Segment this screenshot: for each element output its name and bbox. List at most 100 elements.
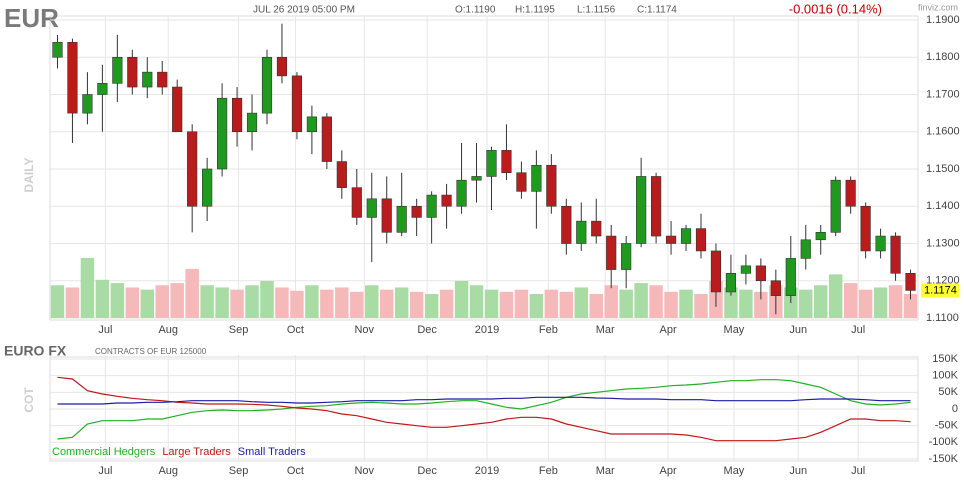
volume-bar bbox=[335, 287, 349, 318]
candle-body bbox=[740, 265, 751, 274]
volume-bar bbox=[499, 291, 514, 318]
price-frame bbox=[49, 15, 919, 321]
x-tick-label: 2019 bbox=[475, 324, 499, 336]
candle-body bbox=[845, 179, 856, 207]
candle-body bbox=[411, 205, 422, 218]
candle-body bbox=[246, 112, 258, 133]
y-tick-label: 1.1300 bbox=[926, 237, 960, 249]
candle-body bbox=[142, 71, 153, 88]
volume-bar bbox=[365, 285, 379, 318]
candle-body bbox=[680, 228, 692, 244]
volume-bar bbox=[754, 291, 768, 318]
candle-body bbox=[561, 205, 572, 244]
candle-body bbox=[172, 86, 183, 133]
candle-body bbox=[755, 265, 766, 282]
volume-bar bbox=[215, 287, 229, 318]
volume-bar bbox=[65, 287, 80, 318]
volume-bar bbox=[619, 289, 633, 318]
candle-body bbox=[875, 235, 886, 252]
cot-line bbox=[57, 376, 911, 442]
volume-bar bbox=[813, 285, 828, 318]
candle-body bbox=[830, 179, 841, 233]
volume-bar bbox=[574, 287, 589, 318]
x-tick-label: Sep bbox=[229, 324, 249, 336]
x-tick-label: Dec bbox=[417, 324, 437, 336]
candle-body bbox=[366, 198, 377, 218]
candle-body bbox=[665, 235, 677, 244]
candle-body bbox=[591, 220, 602, 237]
logo[interactable]: finviz.com bbox=[918, 2, 958, 12]
volume-bar bbox=[394, 287, 409, 318]
x-tick-label: Jul bbox=[851, 324, 865, 336]
volume-bar bbox=[469, 285, 484, 318]
y-tick-label: 100K bbox=[932, 370, 958, 382]
candle-body bbox=[770, 280, 781, 296]
x-tick-label: Jun bbox=[789, 465, 807, 477]
volume-bar bbox=[724, 287, 738, 318]
volume-bar bbox=[439, 289, 454, 318]
candle-body bbox=[426, 194, 437, 218]
y-tick-label: 50K bbox=[938, 386, 958, 398]
candle-body bbox=[321, 116, 332, 162]
x-tick-label: Aug bbox=[158, 465, 178, 477]
candle-body bbox=[486, 150, 497, 177]
legend-entry: Small Traders bbox=[238, 446, 306, 458]
x-tick-label: Oct bbox=[287, 465, 304, 477]
y-tick-label: 1.1100 bbox=[926, 312, 959, 324]
close: C:1.1174 bbox=[637, 5, 677, 16]
volume-bar bbox=[95, 279, 110, 318]
x-tick-label: Mar bbox=[596, 324, 615, 336]
candle-body bbox=[202, 168, 213, 207]
volume-bar bbox=[260, 280, 274, 318]
price-tag-bg bbox=[921, 283, 959, 298]
x-tick-label: Sep bbox=[229, 465, 249, 477]
x-tick-label: Feb bbox=[539, 465, 558, 477]
candle-body bbox=[531, 164, 542, 192]
x-tick-label: Jul bbox=[98, 324, 112, 336]
volume-bar bbox=[230, 289, 244, 318]
legend-entry: Commercial Hedgers bbox=[52, 446, 156, 458]
volume-bar bbox=[529, 294, 544, 318]
candle-body bbox=[306, 116, 317, 133]
x-tick-label: Dec bbox=[417, 465, 437, 477]
volume-bar bbox=[544, 289, 559, 318]
volume-bar bbox=[305, 285, 319, 318]
candle-body bbox=[157, 71, 168, 88]
y-tick-label: -50K bbox=[935, 420, 959, 432]
candle-body bbox=[396, 205, 407, 233]
candle-body bbox=[82, 94, 93, 114]
volume-bar bbox=[125, 287, 140, 318]
volume-bar bbox=[80, 258, 95, 318]
volume-bar bbox=[589, 294, 603, 318]
volume-bar bbox=[514, 289, 529, 318]
cot-line bbox=[57, 396, 911, 405]
candle-body bbox=[67, 42, 78, 114]
x-tick-label: Jul bbox=[98, 465, 112, 477]
y-tick-label: 1.1500 bbox=[926, 163, 960, 175]
volume-bar bbox=[903, 294, 918, 318]
candle-body bbox=[905, 272, 916, 291]
candle-body bbox=[456, 179, 467, 207]
candle-body bbox=[381, 198, 392, 233]
candle-body bbox=[890, 235, 901, 274]
volume-bar bbox=[873, 287, 888, 318]
candle-body bbox=[441, 194, 452, 207]
volume-bar bbox=[843, 283, 858, 318]
x-tick-label: Nov bbox=[354, 324, 374, 336]
y-tick-label: -150K bbox=[929, 453, 959, 465]
volume-bar bbox=[185, 268, 199, 318]
cot-title: EURO FX bbox=[4, 343, 67, 359]
candle-body bbox=[516, 172, 527, 192]
candle-body bbox=[471, 176, 482, 181]
y-tick-label: 1.1700 bbox=[926, 88, 960, 100]
cot-line bbox=[57, 379, 911, 440]
panel-label: COT bbox=[22, 387, 36, 413]
x-tick-label: Jun bbox=[789, 324, 807, 336]
volume-bar bbox=[799, 289, 813, 318]
x-tick-label: Oct bbox=[287, 324, 304, 336]
candle-body bbox=[725, 272, 737, 293]
volume-bar bbox=[679, 289, 693, 318]
candle-body bbox=[261, 56, 273, 114]
volume-bar bbox=[649, 285, 663, 318]
volume-bar bbox=[739, 289, 753, 318]
